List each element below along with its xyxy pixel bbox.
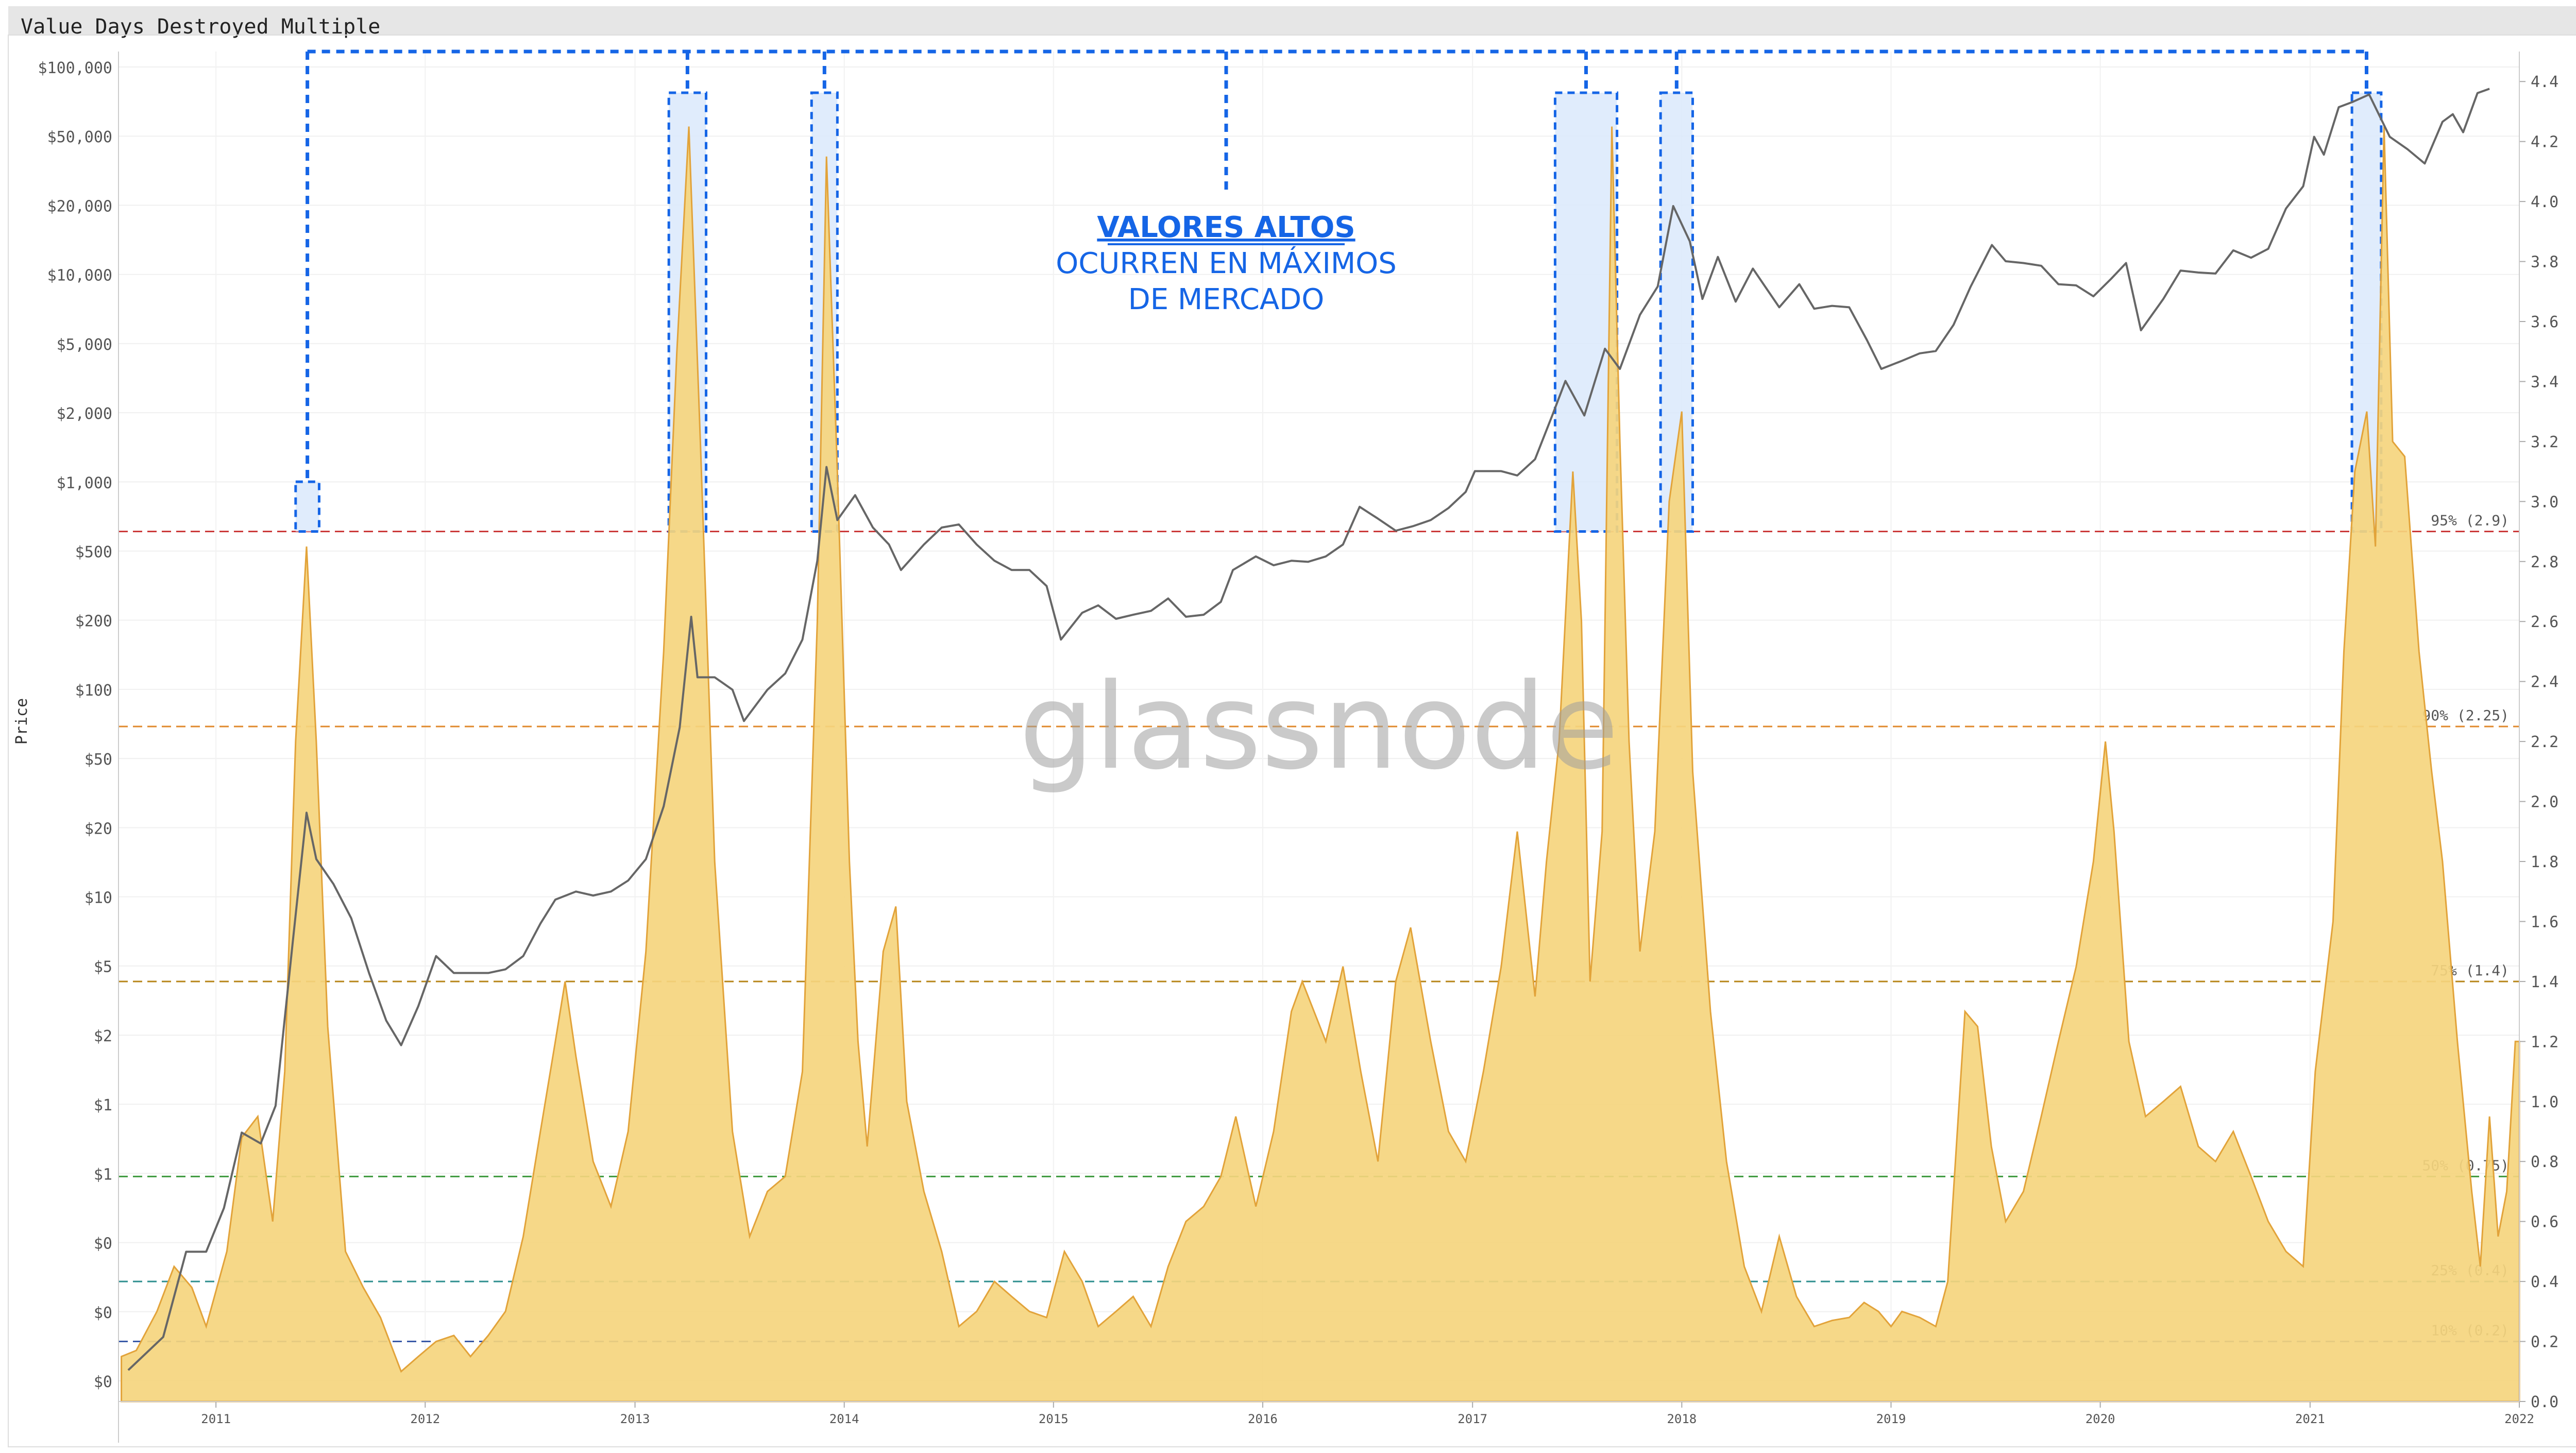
- right-tick-label: 3.6: [2531, 313, 2558, 331]
- left-tick-label: $20: [84, 820, 112, 838]
- left-tick-label: $100,000: [38, 59, 113, 77]
- x-tick-label: 2013: [620, 1412, 650, 1426]
- right-tick-label: 4.4: [2531, 73, 2558, 91]
- right-tick-label: 0.6: [2531, 1213, 2558, 1231]
- left-tick-label: $5,000: [57, 336, 112, 354]
- chart-border: [8, 35, 2576, 1447]
- x-tick-label: 2018: [1667, 1412, 1697, 1426]
- left-axis-title: Price: [13, 698, 31, 745]
- right-tick-label: 3.2: [2531, 433, 2558, 451]
- left-tick-label: $1: [94, 1165, 112, 1184]
- left-tick-label: $20,000: [47, 197, 112, 215]
- x-tick-label: 2017: [1458, 1412, 1487, 1426]
- annotation-line2: DE MERCADO: [1128, 283, 1325, 316]
- left-tick-label: $2: [94, 1027, 112, 1045]
- right-tick-label: 2.6: [2531, 613, 2558, 631]
- threshold-label: 95% (2.9): [2431, 512, 2509, 529]
- axis-layer: $100,000 $50,000 $20,000 $10,000 $5,000 $2,00…: [13, 52, 2558, 1443]
- right-tick-label: 4.2: [2531, 133, 2558, 151]
- x-tick-label: 2014: [829, 1412, 859, 1426]
- left-tick-label: $50,000: [47, 128, 112, 146]
- x-tick-label: 2015: [1039, 1412, 1069, 1426]
- left-tick-label: $10: [84, 889, 112, 907]
- left-tick-label: $1,000: [57, 474, 112, 492]
- left-tick-label: $1: [94, 1096, 112, 1114]
- right-tick-label: 2.8: [2531, 553, 2558, 571]
- right-tick-label: 0.8: [2531, 1153, 2558, 1171]
- right-tick-label: 1.8: [2531, 853, 2558, 871]
- right-tick-label: 1.6: [2531, 913, 2558, 931]
- x-tick-label: 2022: [2504, 1412, 2534, 1426]
- right-tick-label: 3.0: [2531, 493, 2558, 511]
- area-layer: [121, 126, 2520, 1403]
- right-tick-label: 1.2: [2531, 1033, 2558, 1051]
- x-tick-label: 2012: [410, 1412, 440, 1426]
- watermark-layer: glassnode: [1019, 658, 1619, 796]
- annotation-headline: VALORES ALTOS: [1097, 211, 1355, 244]
- right-tick-label: 2.4: [2531, 673, 2558, 691]
- price-line: [127, 88, 2490, 1371]
- vdd-area: [121, 126, 2520, 1403]
- right-tick-label: 1.4: [2531, 973, 2558, 991]
- x-tick-label: 2020: [2086, 1412, 2115, 1426]
- right-tick-label: 0.2: [2531, 1333, 2558, 1351]
- left-tick-label: $5: [94, 958, 112, 976]
- annotation-layer: VALORES ALTOS OCURREN EN MÁXIMOS DE MERC…: [1056, 211, 1397, 316]
- price-layer: [127, 88, 2490, 1371]
- right-tick-label: 4.0: [2531, 193, 2558, 211]
- right-tick-label: 0.0: [2531, 1393, 2558, 1411]
- left-tick-label: $10,000: [47, 267, 112, 285]
- right-tick-label: 1.0: [2531, 1093, 2558, 1111]
- left-tick-label: $0: [94, 1373, 112, 1391]
- bracket-layer: [306, 49, 2368, 482]
- x-tick-label: 2016: [1248, 1412, 1278, 1426]
- right-tick-label: 2.0: [2531, 793, 2558, 812]
- left-tick-label: $0: [94, 1235, 112, 1253]
- x-tick-label: 2021: [2295, 1412, 2325, 1426]
- x-tick-label: 2019: [1876, 1412, 1906, 1426]
- left-tick-label: $100: [75, 682, 112, 700]
- right-tick-label: 0.4: [2531, 1273, 2558, 1291]
- right-tick-label: 3.8: [2531, 254, 2558, 272]
- left-tick-label: $0: [94, 1304, 112, 1322]
- highlight-box: [294, 480, 320, 533]
- left-tick-label: $50: [84, 751, 112, 769]
- left-tick-label: $200: [75, 613, 112, 631]
- watermark-text: glassnode: [1019, 658, 1619, 796]
- right-tick-label: 2.2: [2531, 733, 2558, 751]
- left-tick-label: $2,000: [57, 405, 112, 423]
- left-tick-label: $500: [75, 543, 112, 561]
- annotation-line1: OCURREN EN MÁXIMOS: [1056, 247, 1397, 280]
- highlight-layer: [294, 91, 2383, 533]
- right-tick-label: 3.4: [2531, 373, 2558, 391]
- x-tick-label: 2011: [201, 1412, 231, 1426]
- title-bar: Value Days Destroyed Multiple: [8, 6, 2576, 39]
- threshold-label: 90% (2.25): [2422, 707, 2509, 724]
